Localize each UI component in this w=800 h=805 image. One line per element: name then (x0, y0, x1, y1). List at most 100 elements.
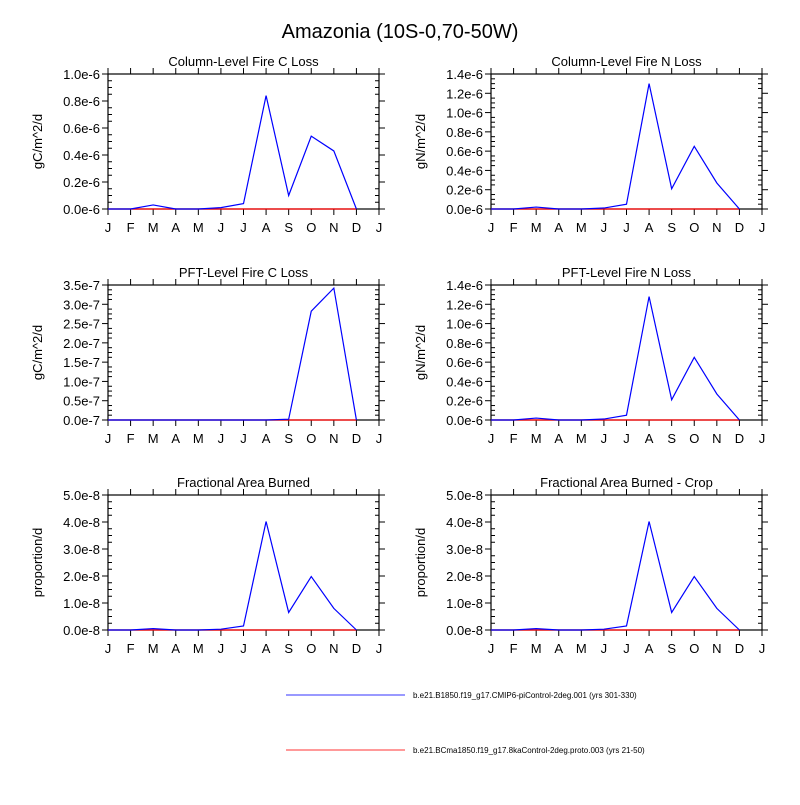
x-tick-label: M (148, 641, 159, 656)
y-axis-label: gN/m^2/d (413, 114, 428, 169)
x-tick-label: J (376, 220, 383, 235)
x-tick-label: F (127, 431, 135, 446)
figure-title: Amazonia (10S-0,70-50W) (282, 21, 519, 43)
y-axis-label: gN/m^2/d (413, 325, 428, 380)
y-tick-label: 0.6e-6 (63, 121, 100, 136)
panel-5: Fractional Area Burned - Crop proportion/… (413, 475, 768, 656)
x-tick-label: D (352, 220, 361, 235)
y-tick-label: 1.5e-7 (63, 355, 100, 370)
x-tick-label: S (284, 220, 293, 235)
y-tick-label: 1.0e-6 (446, 106, 483, 121)
x-tick-label: N (712, 220, 721, 235)
series-line-0 (108, 286, 358, 421)
x-tick-label: J (601, 220, 608, 235)
x-tick-label: J (623, 431, 630, 446)
y-tick-label: 0.0e-8 (63, 623, 100, 638)
y-tick-label: 0.2e-6 (446, 183, 483, 198)
x-tick-label: A (554, 431, 563, 446)
x-tick-label: A (645, 641, 654, 656)
y-tick-label: 0.6e-6 (446, 355, 483, 370)
y-tick-label: 4.0e-8 (446, 515, 483, 530)
y-tick-label: 3.0e-7 (63, 297, 100, 312)
x-tick-label: A (262, 641, 271, 656)
y-tick-label: 3.0e-8 (63, 542, 100, 557)
x-tick-label: J (218, 220, 225, 235)
panel-title: Column-Level Fire C Loss (168, 54, 319, 69)
x-tick-label: A (171, 431, 180, 446)
x-tick-label: D (352, 641, 361, 656)
y-axis-label: gC/m^2/d (30, 325, 45, 380)
x-tick-label: O (689, 220, 699, 235)
y-tick-label: 0.4e-6 (446, 374, 483, 389)
x-tick-label: N (329, 641, 338, 656)
y-tick-label: 2.0e-8 (63, 569, 100, 584)
y-tick-label: 0.0e-6 (446, 413, 483, 428)
legend-label-0: b.e21.B1850.f19_g17.CMIP6-piControl-2deg… (413, 691, 637, 700)
y-tick-label: 1.0e-7 (63, 374, 100, 389)
x-tick-label: J (376, 431, 383, 446)
y-tick-label: 0.6e-6 (446, 144, 483, 159)
x-tick-label: A (554, 641, 563, 656)
x-tick-label: O (306, 641, 316, 656)
y-tick-label: 1.0e-6 (63, 67, 100, 82)
x-tick-label: J (488, 431, 495, 446)
x-tick-label: F (510, 220, 518, 235)
x-tick-label: S (284, 641, 293, 656)
x-tick-label: N (329, 431, 338, 446)
x-tick-label: A (171, 220, 180, 235)
x-tick-label: D (735, 641, 744, 656)
x-tick-label: F (510, 431, 518, 446)
legend-label-1: b.e21.BCma1850.f19_g17.8kaControl-2deg.p… (413, 746, 645, 755)
y-tick-label: 0.8e-6 (63, 94, 100, 109)
y-axis-label: gC/m^2/d (30, 114, 45, 169)
x-tick-label: F (510, 641, 518, 656)
y-tick-label: 1.2e-6 (446, 86, 483, 101)
x-tick-label: A (645, 431, 654, 446)
x-tick-label: O (306, 220, 316, 235)
panel-title: Fractional Area Burned (177, 475, 310, 490)
x-tick-label: D (735, 431, 744, 446)
x-tick-label: M (193, 220, 204, 235)
y-tick-label: 0.5e-7 (63, 394, 100, 409)
y-tick-label: 2.0e-7 (63, 336, 100, 351)
y-tick-label: 0.0e-7 (63, 413, 100, 428)
y-tick-label: 1.2e-6 (446, 297, 483, 312)
x-tick-label: S (284, 431, 293, 446)
y-tick-label: 0.0e-6 (446, 202, 483, 217)
y-tick-label: 5.0e-8 (446, 488, 483, 503)
x-tick-label: A (262, 220, 271, 235)
x-tick-label: S (667, 641, 676, 656)
y-tick-label: 0.8e-6 (446, 336, 483, 351)
y-axis-label: proportion/d (413, 528, 428, 597)
plot-frame (107, 284, 380, 421)
y-tick-label: 3.5e-7 (63, 278, 100, 293)
x-tick-label: N (712, 641, 721, 656)
x-tick-label: J (240, 220, 247, 235)
panel-title: Column-Level Fire N Loss (551, 54, 702, 69)
panel-title: PFT-Level Fire N Loss (562, 265, 692, 280)
x-tick-label: M (531, 641, 542, 656)
y-tick-label: 0.0e-8 (446, 623, 483, 638)
x-tick-label: M (576, 220, 587, 235)
series-line-0 (491, 83, 740, 210)
legend: b.e21.B1850.f19_g17.CMIP6-piControl-2deg… (286, 691, 645, 755)
x-tick-label: A (645, 220, 654, 235)
y-tick-label: 0.0e-6 (63, 202, 100, 217)
x-tick-label: J (759, 431, 766, 446)
x-tick-label: F (127, 220, 135, 235)
x-tick-label: J (105, 431, 112, 446)
x-tick-label: D (735, 220, 744, 235)
x-tick-label: J (601, 431, 608, 446)
x-tick-label: N (329, 220, 338, 235)
x-tick-label: M (576, 641, 587, 656)
x-tick-label: D (352, 431, 361, 446)
y-tick-label: 5.0e-8 (63, 488, 100, 503)
x-tick-label: M (576, 431, 587, 446)
y-tick-label: 3.0e-8 (446, 542, 483, 557)
x-tick-label: J (488, 220, 495, 235)
x-tick-label: S (667, 220, 676, 235)
